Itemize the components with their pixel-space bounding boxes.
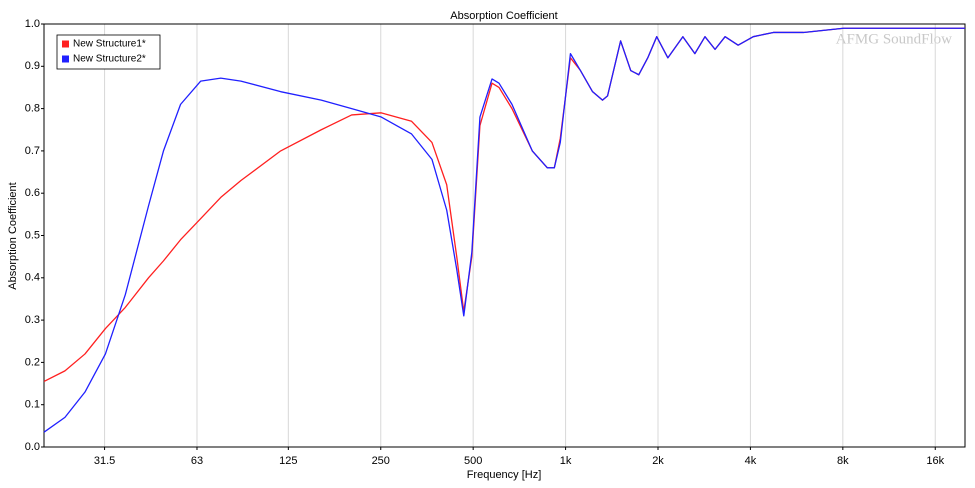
x-tick-label: 1k [560,455,572,467]
x-tick-label: 63 [191,455,203,467]
y-tick-label: 0.0 [25,441,40,453]
y-tick-label: 0.8 [25,103,40,115]
legend-swatch [62,40,69,48]
x-axis-label: Frequency [Hz] [467,469,542,481]
x-tick-label: 2k [652,455,664,467]
y-tick-label: 0.6 [25,187,40,199]
x-tick-label: 250 [372,455,390,467]
watermark: AFMG SoundFlow [836,31,952,47]
x-tick-label: 8k [837,455,849,467]
y-tick-label: 0.5 [25,229,40,241]
y-tick-label: 0.7 [25,145,40,157]
y-tick-label: 0.2 [25,356,40,368]
legend-swatch [62,55,69,63]
y-tick-label: 0.4 [25,272,40,284]
x-tick-label: 31.5 [94,455,115,467]
y-axis-label: Absorption Coefficient [7,182,19,289]
chart-title: Absorption Coefficient [450,10,557,22]
y-tick-label: 0.3 [25,314,40,326]
plot-frame [43,23,966,448]
line-series [43,27,965,433]
legend-label: New Structure1* [73,39,146,50]
x-tick-label: 500 [464,455,482,467]
y-tick-label: 1.0 [25,18,40,30]
x-tick-label: 125 [279,455,297,467]
y-tick-label: 0.9 [25,60,40,72]
x-tick-label: 4k [745,455,757,467]
legend-label: New Structure2* [73,54,146,65]
legend-box [56,34,161,70]
x-tick-label: 16k [926,455,944,467]
y-tick-label: 0.1 [25,399,40,411]
